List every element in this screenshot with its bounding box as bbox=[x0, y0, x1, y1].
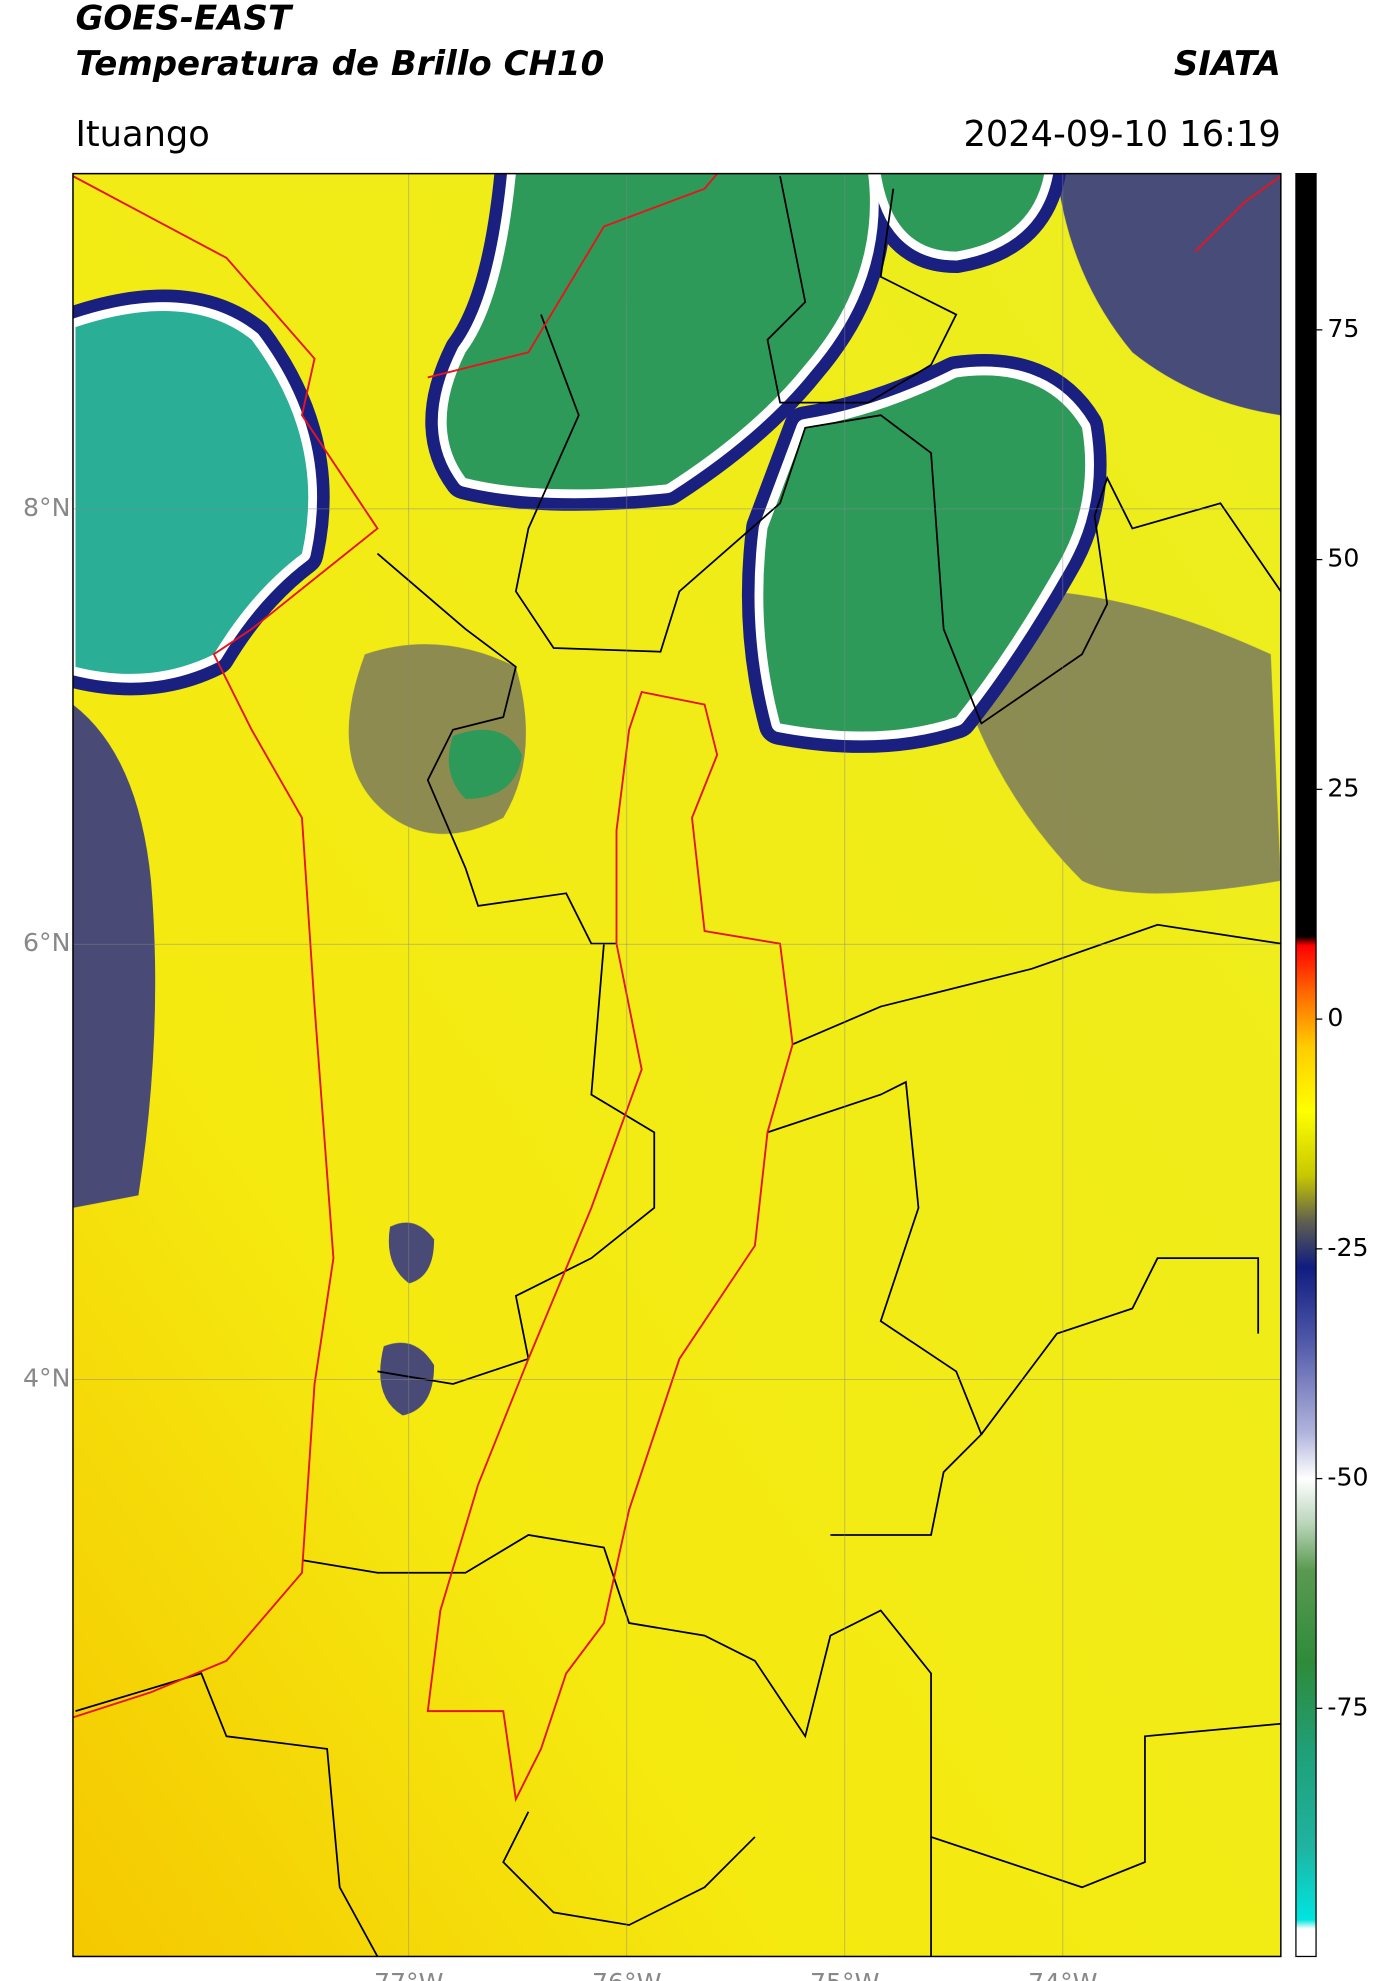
lat-tick-label: 6°N bbox=[23, 928, 70, 957]
lat-tick-label: 4°N bbox=[23, 1364, 70, 1393]
map-layer bbox=[72, 173, 1281, 1957]
lon-tick-label: 76°W bbox=[592, 1968, 662, 1981]
subtitle: Temperatura de Brillo CH10 bbox=[75, 44, 604, 84]
ticks: 77°W 76°W 75°W 74°W 8°N 6°N 4°N 75 50 25 0 -25 -50 -7… bbox=[23, 314, 1368, 1981]
colorbar bbox=[1295, 172, 1317, 1958]
colorbar-tick-label: 50 bbox=[1327, 544, 1359, 573]
colorbar-tick-label: -75 bbox=[1327, 1692, 1368, 1721]
warm-tops bbox=[72, 173, 1107, 799]
lon-tick-label: 74°W bbox=[1028, 1968, 1098, 1981]
colorbar-tick-label: 0 bbox=[1327, 1003, 1343, 1032]
datetime: 2024-09-10 16:19 bbox=[963, 114, 1280, 155]
brand: SIATA bbox=[1174, 44, 1281, 84]
location: Ituango bbox=[75, 114, 209, 155]
colorbar-tick-label: 25 bbox=[1327, 773, 1359, 802]
colorbar-tick-label: -25 bbox=[1327, 1233, 1368, 1262]
title: GOES-EAST bbox=[75, 0, 293, 39]
lon-tick-label: 75°W bbox=[810, 1968, 880, 1981]
colorbar-tick-label: 75 bbox=[1327, 314, 1359, 343]
graticule bbox=[72, 173, 1281, 1957]
red-outlines bbox=[72, 173, 1281, 1803]
colorbar-tick-label: -50 bbox=[1327, 1463, 1368, 1492]
map-frame bbox=[72, 172, 1282, 1958]
lat-tick-label: 8°N bbox=[23, 493, 70, 522]
cold-clouds bbox=[72, 173, 1281, 1416]
boundaries bbox=[75, 175, 1281, 1957]
lon-tick-label: 77°W bbox=[374, 1968, 444, 1981]
